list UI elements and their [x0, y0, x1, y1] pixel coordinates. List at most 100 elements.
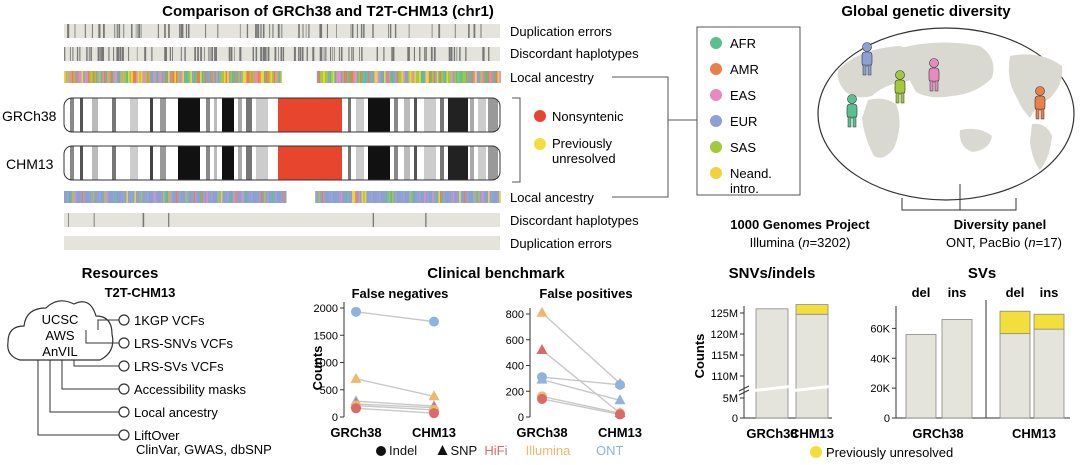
resource-node: [118, 383, 130, 395]
local-ancestry-top-seg: [324, 71, 327, 83]
local-ancestry-bottom-seg: [209, 191, 212, 203]
disc-haplotypes-top-tick: [103, 47, 104, 61]
clin-point-circle: [537, 393, 547, 404]
disc-haplotypes-top-tick: [209, 47, 211, 61]
local-ancestry-top-seg: [78, 71, 81, 83]
comparison-title: Comparison of GRCh38 and T2T-CHM13 (chr1…: [162, 3, 494, 20]
clin-point-triangle: [536, 373, 548, 384]
local-ancestry-top-seg: [160, 71, 162, 83]
local-ancestry-top-seg: [408, 71, 410, 83]
local-ancestry-bottom-seg: [180, 191, 183, 203]
local-ancestry-top-seg: [68, 71, 71, 83]
chrom-chm13-band: [394, 146, 398, 180]
local-ancestry-top-seg: [257, 71, 260, 83]
local-ancestry-top-seg: [428, 71, 431, 83]
local-ancestry-top-seg: [134, 71, 137, 83]
chrom-grch38-band: [80, 98, 83, 132]
cloud-label-ucsc: UCSC: [42, 312, 79, 327]
chrom-grch38-band: [206, 98, 210, 132]
local-ancestry-top-seg: [235, 71, 237, 83]
local-ancestry-top-seg: [201, 71, 204, 83]
local-ancestry-bottom-seg: [228, 191, 231, 203]
person-afr-body: [846, 103, 858, 119]
clin-point-circle: [615, 379, 625, 390]
local-ancestry-top-seg: [387, 71, 389, 83]
local-ancestry-top-seg: [456, 71, 458, 83]
local-ancestry-bottom-seg: [216, 191, 218, 203]
dup-errors-top-tick: [272, 24, 274, 38]
local-ancestry-bottom-seg: [132, 191, 135, 203]
dup-errors-top-tick: [239, 24, 241, 38]
local-ancestry-bottom-seg: [182, 191, 185, 203]
local-ancestry-bottom-seg: [377, 191, 380, 203]
local-ancestry-bottom-seg: [499, 191, 501, 203]
disc-haplotypes-top-tick: [306, 47, 308, 61]
person-afr-leg: [847, 116, 852, 128]
dup-errors-top-tick: [454, 24, 456, 38]
local-ancestry-bottom-seg: [240, 191, 242, 203]
local-ancestry-bottom-seg: [81, 191, 84, 203]
local-ancestry-top-seg: [129, 71, 132, 83]
chrom-chm13-band: [70, 146, 74, 180]
local-ancestry-bottom-seg: [236, 191, 239, 203]
local-ancestry-bottom-seg: [436, 191, 439, 203]
clin-series-line: [541, 395, 621, 414]
dup-errors-top-tick: [438, 24, 441, 38]
disc-haplotypes-top-tick: [456, 47, 458, 61]
local-ancestry-bottom-seg: [372, 191, 375, 203]
chrom-grch38-band: [238, 98, 242, 132]
disc-haplotypes-top-tick: [319, 47, 322, 61]
dup-errors-top-tick: [279, 24, 281, 38]
local-ancestry-top-seg: [145, 71, 148, 83]
sv-title: SVs: [968, 265, 996, 282]
disc-haplotypes-top-tick: [211, 47, 213, 61]
local-ancestry-bottom-seg: [78, 191, 81, 203]
local-ancestry-bottom-seg: [152, 191, 154, 203]
disc-haplotypes-top-tick: [200, 47, 202, 61]
dup-errors-top-tick: [468, 24, 470, 38]
local-ancestry-bottom-seg: [80, 191, 82, 203]
local-ancestry-bottom-seg: [369, 191, 372, 203]
local-ancestry-top-seg: [196, 71, 199, 83]
dup-errors-bottom: [64, 236, 500, 250]
clin-xlabel: CHM13: [412, 425, 456, 440]
local-ancestry-top-seg: [102, 71, 105, 83]
local-ancestry-top-seg: [432, 71, 434, 83]
local-ancestry-top-seg: [203, 71, 205, 83]
disc-haplotypes-top-tick: [451, 47, 453, 61]
track-label-dup-bottom: Duplication errors: [510, 236, 612, 251]
sv-bar: [1033, 328, 1065, 419]
ancestry-swatch-sas: [710, 141, 722, 153]
local-ancestry-top-seg: [436, 71, 439, 83]
person-amr-leg: [1035, 108, 1040, 120]
local-ancestry-top-seg: [113, 71, 116, 83]
local-ancestry-bottom-seg: [440, 191, 442, 203]
local-ancestry-bottom-seg: [76, 191, 79, 203]
clin-legend-indel: Indel: [389, 443, 417, 458]
dup-errors-top-tick: [308, 24, 310, 38]
local-ancestry-top-seg: [321, 71, 324, 83]
disc-haplotypes-bottom-tick: [168, 213, 170, 227]
chrom-chm13-band: [368, 146, 390, 180]
local-ancestry-bottom-seg: [280, 191, 282, 203]
local-ancestry-bottom-seg: [456, 191, 458, 203]
local-ancestry-top-seg: [86, 71, 89, 83]
local-ancestry-top-seg: [441, 71, 444, 83]
disc-haplotypes-top-tick: [90, 47, 92, 61]
disc-haplotypes-top-tick: [145, 47, 147, 61]
local-ancestry-bottom-seg: [129, 191, 132, 203]
local-ancestry-bottom-seg: [486, 191, 489, 203]
local-ancestry-bottom-seg: [86, 191, 89, 203]
disc-haplotypes-top-tick: [312, 47, 315, 61]
project-1kg-detail: Illumina (n=3202): [750, 235, 851, 250]
snv-tick-label: 0: [732, 413, 738, 425]
disc-haplotypes-top-tick: [72, 47, 74, 61]
track-label-dup-top: Duplication errors: [510, 24, 612, 39]
disc-haplotypes-top-tick: [144, 47, 146, 61]
clinical-plots: 0 500 1000 1500 2000 GRCh38 CHM13 0 200 400 600 800…: [314, 302, 642, 440]
local-ancestry-bottom-seg: [118, 191, 121, 203]
disc-haplotypes-top-tick: [118, 47, 120, 61]
local-ancestry-bottom-seg: [254, 191, 257, 203]
local-ancestry-bottom-seg: [105, 191, 108, 203]
local-ancestry-bottom-seg: [492, 191, 495, 203]
